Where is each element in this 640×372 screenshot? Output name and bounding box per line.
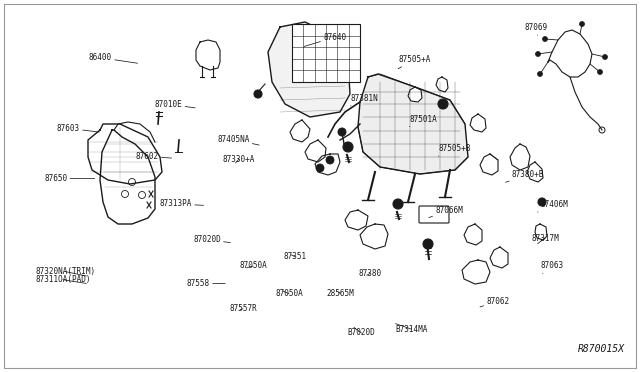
Text: 87558: 87558: [187, 279, 225, 288]
Text: 87505+B: 87505+B: [438, 144, 471, 156]
Text: 86400: 86400: [89, 53, 138, 63]
Circle shape: [254, 90, 262, 98]
Text: 87317M: 87317M: [531, 234, 559, 244]
Text: 87640: 87640: [304, 33, 346, 46]
Text: 87603: 87603: [57, 124, 99, 133]
Text: 87406M: 87406M: [538, 200, 568, 212]
Text: 87557R: 87557R: [229, 304, 257, 313]
Text: B7314MA: B7314MA: [396, 324, 428, 334]
Bar: [292, 24, 360, 82]
Text: 87050A: 87050A: [275, 289, 303, 298]
Polygon shape: [436, 77, 448, 92]
Text: 87602: 87602: [136, 152, 172, 161]
Polygon shape: [345, 210, 368, 230]
Polygon shape: [490, 247, 508, 268]
Text: 87010E: 87010E: [155, 100, 195, 109]
Text: 87062: 87062: [480, 297, 509, 307]
Text: 87066M: 87066M: [429, 206, 463, 218]
Polygon shape: [290, 120, 310, 142]
Text: 87069: 87069: [525, 23, 548, 35]
Polygon shape: [510, 144, 530, 170]
Text: 87650: 87650: [44, 174, 95, 183]
Circle shape: [326, 156, 334, 164]
Text: 87330+A: 87330+A: [223, 155, 255, 164]
Polygon shape: [268, 22, 350, 117]
Circle shape: [536, 51, 541, 57]
Polygon shape: [470, 114, 486, 132]
Polygon shape: [360, 224, 388, 249]
Circle shape: [602, 55, 607, 60]
Text: 87351: 87351: [284, 252, 307, 261]
Circle shape: [598, 70, 602, 74]
FancyBboxPatch shape: [419, 206, 449, 223]
Text: 87501A: 87501A: [410, 115, 437, 126]
Circle shape: [423, 239, 433, 249]
Text: 87050A: 87050A: [239, 262, 267, 270]
Circle shape: [316, 164, 324, 172]
Polygon shape: [408, 87, 422, 102]
Text: 87505+A: 87505+A: [398, 55, 431, 69]
Circle shape: [338, 128, 346, 136]
Text: 87313PA: 87313PA: [159, 199, 204, 208]
Text: R870015X: R870015X: [578, 344, 625, 354]
Text: 87380+B: 87380+B: [506, 170, 545, 182]
Circle shape: [438, 99, 448, 109]
Polygon shape: [462, 260, 490, 284]
Polygon shape: [535, 224, 547, 240]
Polygon shape: [358, 74, 468, 174]
Circle shape: [538, 71, 543, 77]
Circle shape: [538, 198, 546, 206]
Polygon shape: [480, 154, 498, 175]
Text: 28565M: 28565M: [326, 289, 354, 298]
Circle shape: [393, 199, 403, 209]
Polygon shape: [527, 162, 543, 182]
Text: 87311OA(PAD): 87311OA(PAD): [35, 275, 91, 284]
Polygon shape: [88, 124, 162, 184]
Polygon shape: [305, 140, 326, 162]
Polygon shape: [315, 154, 340, 175]
Text: 87405NA: 87405NA: [217, 135, 259, 145]
Text: 87063: 87063: [541, 262, 564, 273]
Text: 87381N: 87381N: [351, 94, 378, 106]
Circle shape: [543, 36, 547, 42]
Text: 87320NA(TRIM): 87320NA(TRIM): [35, 267, 95, 276]
Polygon shape: [196, 40, 220, 70]
Text: 87020D: 87020D: [193, 235, 230, 244]
Circle shape: [579, 22, 584, 26]
Text: B7020D: B7020D: [348, 327, 375, 337]
Polygon shape: [464, 224, 482, 245]
Circle shape: [343, 142, 353, 152]
Polygon shape: [100, 130, 155, 224]
Text: 87380: 87380: [358, 269, 381, 278]
Polygon shape: [548, 30, 592, 77]
